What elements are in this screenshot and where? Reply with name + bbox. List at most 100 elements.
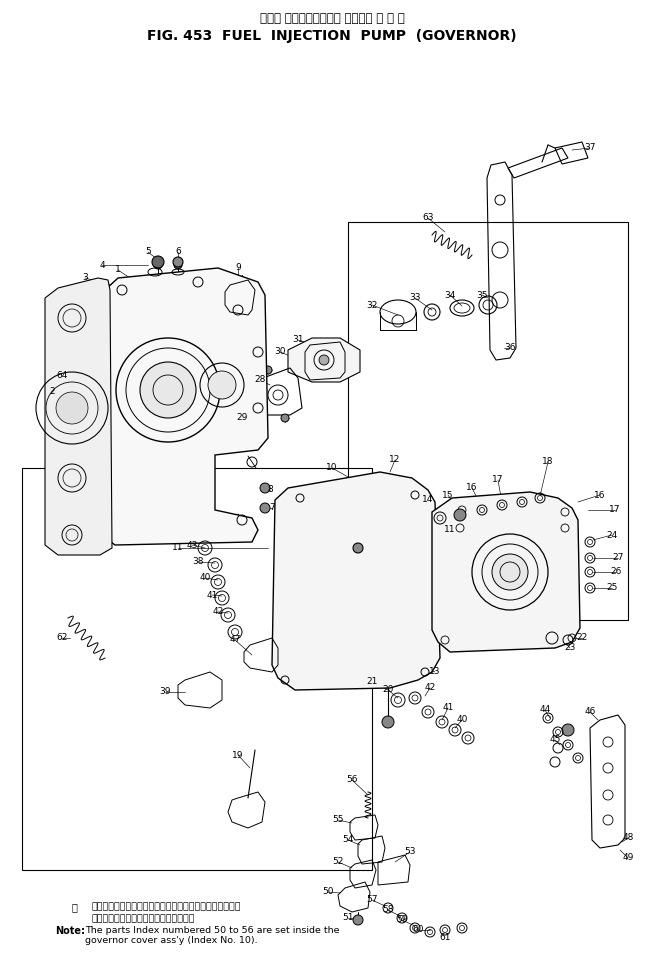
Text: 14: 14 [422,496,434,505]
Text: 50: 50 [322,887,334,896]
Text: FIG. 453  FUEL  INJECTION  PUMP  (GOVERNOR): FIG. 453 FUEL INJECTION PUMP (GOVERNOR) [147,29,517,43]
Text: カバーアセンブリ内に取付けられます．: カバーアセンブリ内に取付けられます． [92,914,195,923]
Text: 34: 34 [444,290,456,299]
Text: 11: 11 [444,526,456,535]
Text: 3: 3 [82,274,88,282]
Circle shape [319,355,329,365]
Text: フェル インジェクション ポンプ　 ガ バ ナ: フェル インジェクション ポンプ ガ バ ナ [260,12,404,24]
Text: 40: 40 [456,716,467,725]
Circle shape [260,503,270,513]
Text: 22: 22 [576,633,588,643]
Circle shape [173,257,183,267]
Text: 57: 57 [367,895,378,905]
Text: 53: 53 [404,847,416,856]
Text: 52: 52 [332,857,344,867]
Text: 15: 15 [442,491,454,500]
Text: 20: 20 [382,686,394,694]
Text: 12: 12 [389,456,400,465]
Text: 11: 11 [172,543,184,552]
Text: 5: 5 [145,247,151,256]
Text: 18: 18 [542,458,554,467]
Text: 16: 16 [466,483,478,493]
Text: 注引番号５０から５６までの部品は注引番号１０のガバナ: 注引番号５０から５６までの部品は注引番号１０のガバナ [92,902,242,911]
Text: 64: 64 [56,370,68,380]
Text: 60: 60 [412,925,424,934]
Circle shape [382,716,394,728]
Circle shape [454,509,466,521]
Text: 40: 40 [199,574,210,582]
Polygon shape [92,268,268,545]
Text: 41: 41 [442,703,454,713]
Text: 47: 47 [229,635,240,645]
Text: Note:: Note: [55,926,85,936]
Text: governor cover ass'y (Index No. 10).: governor cover ass'y (Index No. 10). [85,936,258,945]
Text: 48: 48 [622,834,633,843]
Text: 27: 27 [612,553,623,563]
Text: 9: 9 [235,264,241,273]
Text: 30: 30 [274,348,286,356]
Text: 32: 32 [367,301,378,310]
Text: 10: 10 [326,464,338,472]
Text: 44: 44 [539,705,550,715]
Text: 28: 28 [254,376,266,385]
Text: 6: 6 [175,247,181,256]
Text: 8: 8 [267,485,273,495]
Circle shape [154,261,162,269]
Polygon shape [432,492,580,652]
Text: 33: 33 [409,293,421,303]
Text: 45: 45 [549,735,560,744]
Circle shape [140,362,196,418]
Text: 1: 1 [115,266,121,275]
Text: 62: 62 [56,633,68,643]
Text: 13: 13 [429,667,441,677]
Text: 25: 25 [606,583,618,592]
Text: 55: 55 [332,815,344,825]
Text: The parts Index numbered 50 to 56 are set inside the: The parts Index numbered 50 to 56 are se… [85,926,339,935]
Text: 58: 58 [382,906,394,915]
Text: 23: 23 [564,644,576,653]
Text: 31: 31 [292,335,303,345]
Circle shape [562,724,574,736]
Circle shape [260,483,270,493]
Text: 43: 43 [187,541,198,549]
Text: 24: 24 [606,531,618,540]
Text: 61: 61 [440,933,451,943]
Text: 17: 17 [610,506,621,514]
Text: 54: 54 [343,836,354,844]
Text: 63: 63 [422,213,434,222]
Text: 7: 7 [269,504,275,512]
Text: 36: 36 [504,344,516,353]
Text: 41: 41 [207,590,218,600]
Circle shape [353,543,363,553]
Text: 29: 29 [236,414,248,423]
Text: 35: 35 [476,290,488,299]
Text: 39: 39 [159,688,171,696]
Text: 2: 2 [49,388,55,396]
Circle shape [152,256,164,268]
Text: 49: 49 [622,853,633,863]
Text: 4: 4 [99,260,105,270]
Text: 17: 17 [492,475,504,484]
Text: 26: 26 [610,568,622,577]
Polygon shape [45,278,112,555]
Circle shape [264,366,272,374]
Circle shape [208,371,236,399]
Circle shape [174,261,182,269]
Text: 16: 16 [594,491,606,500]
Text: 注: 注 [72,902,78,912]
Text: 56: 56 [346,775,358,784]
Polygon shape [288,338,360,382]
Text: 21: 21 [367,678,378,687]
Text: 42: 42 [424,684,436,693]
Polygon shape [272,472,440,690]
Circle shape [353,915,363,925]
Circle shape [492,554,528,590]
Text: 42: 42 [212,608,224,617]
Text: 59: 59 [396,916,408,924]
Circle shape [56,392,88,424]
Text: 38: 38 [193,557,204,567]
Text: 37: 37 [584,143,596,153]
Text: 46: 46 [584,707,596,717]
Text: 19: 19 [232,751,244,760]
Circle shape [281,414,289,422]
